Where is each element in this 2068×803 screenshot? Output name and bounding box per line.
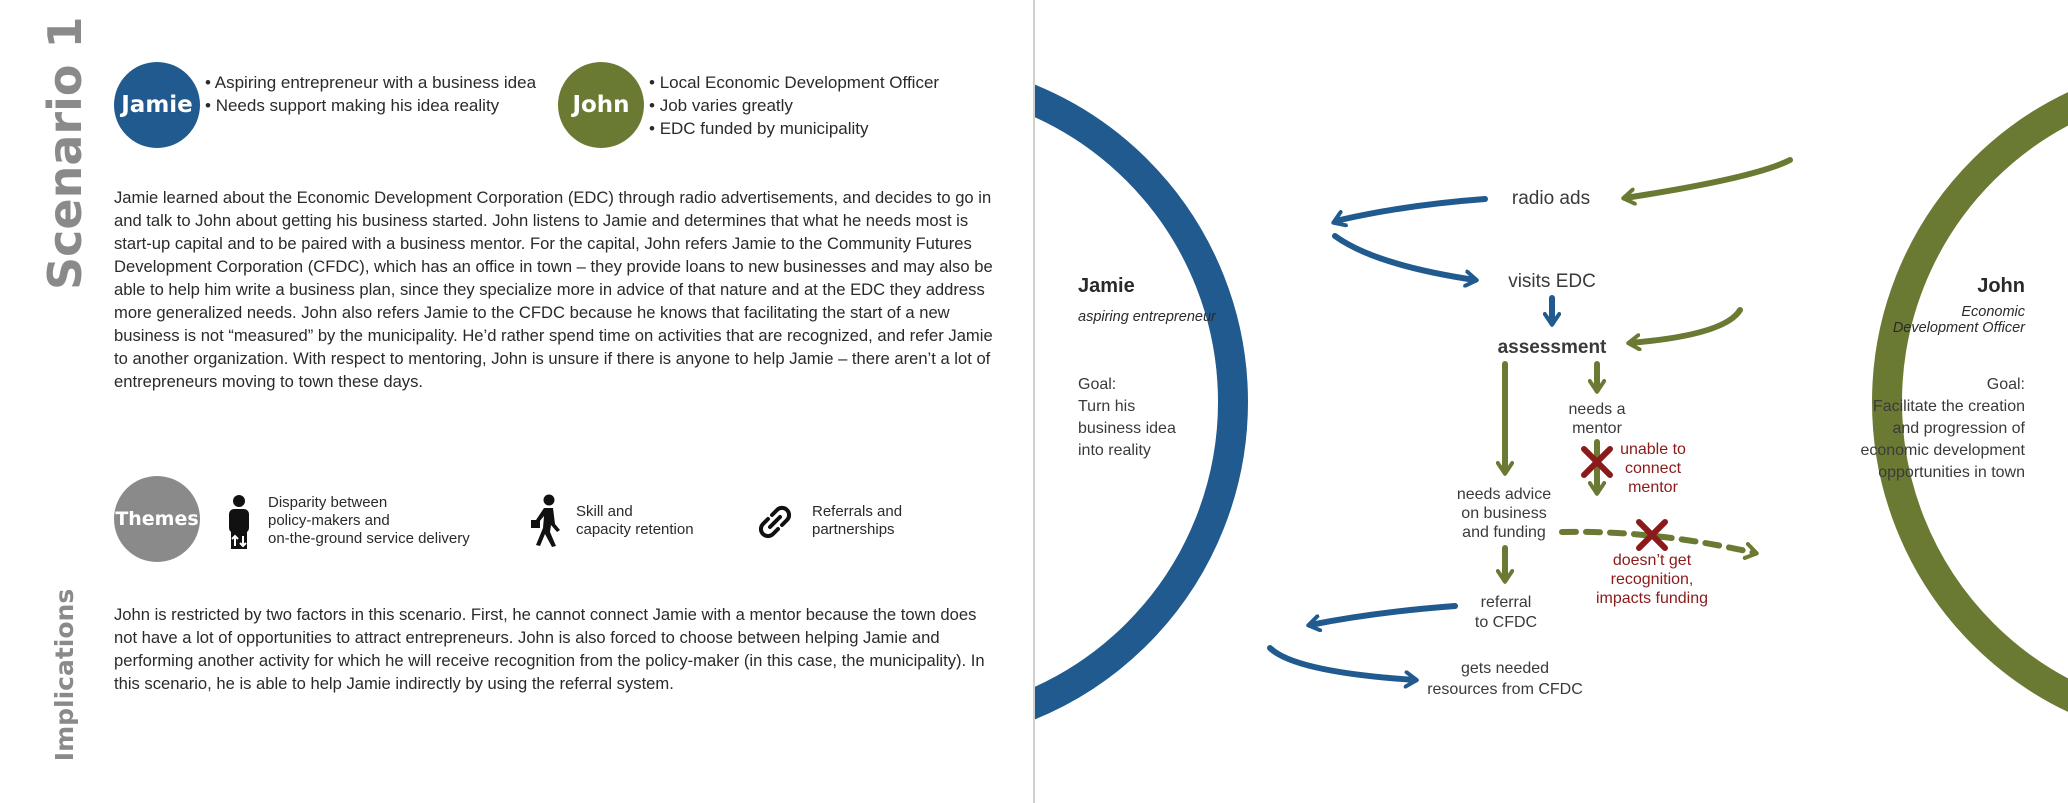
diagram-jamie-goal-line: into reality [1078,442,1151,459]
diagram-jamie-name: Jamie [1078,275,1135,297]
step-assessment: assessment [1498,337,1607,358]
arrow-radio-to-jamie [1335,196,1488,222]
flow-diagram: Jamie aspiring entrepreneur Goal: Turn h… [1035,84,2068,720]
step-needs-advice: and funding [1462,524,1546,541]
diagram-jamie-role: aspiring entrepreneur [1078,309,1217,325]
diagram-john-goal-line: and progression of [1892,420,2025,437]
walking-person-icon [531,494,560,547]
jamie-bullets: Aspiring entrepreneur with a business id… [205,71,536,117]
chain-link-icon [758,505,792,539]
diagram-john-goal-line: Facilitate the creation [1873,398,2025,415]
diagram-jamie-goal-line: Turn his [1078,398,1135,415]
arrow-jamie-to-resources [1267,645,1415,680]
blocked-mentor-x-icon [1581,446,1613,478]
theme-skill-text: Skill and capacity retention [576,503,694,538]
diagram-jamie-goal-line: business idea [1078,420,1176,437]
jamie-bullet: Needs support making his idea reality [205,94,536,117]
step-needs-mentor: mentor [1572,420,1622,437]
implications-title: Implications [50,588,79,762]
step-radio-ads: radio ads [1512,188,1590,209]
step-no-recognition: recognition, [1611,571,1694,588]
step-visits-edc: visits EDC [1508,271,1596,292]
diagram-john-goal-line: economic development [1860,442,2025,459]
step-referral: referral [1481,594,1532,611]
page-divider [1033,0,1035,803]
diagram-john-role-line: Development Officer [1893,320,2026,336]
step-unable-connect: connect [1625,460,1682,477]
blocked-recognition-x-icon [1636,519,1668,551]
story-paragraph: Jamie learned about the Economic Develop… [114,188,993,391]
step-needs-mentor: needs a [1569,401,1626,418]
scenario-title: Scenario 1 [38,16,92,290]
step-no-recognition: impacts funding [1596,590,1708,607]
diagram-john-role-line: Economic [1961,304,2025,320]
arrow-john-to-assessment [1630,307,1743,343]
arrow-jamie-to-edc [1332,233,1475,280]
john-bullets: Local Economic Development Officer Job v… [649,71,939,140]
jamie-avatar: Jamie [114,62,200,148]
john-bullet: EDC funded by municipality [649,117,939,140]
diagram-john-name: John [1977,275,2025,297]
diagram-jamie-goal-label: Goal: [1078,376,1116,393]
step-unable-connect: unable to [1620,441,1686,458]
person-updown-icon [229,495,249,549]
john-bullet: Local Economic Development Officer [649,71,939,94]
theme-disparity-text: Disparity between policy-makers and on-t… [268,494,470,547]
themes-badge: Themes [114,476,200,562]
jamie-circle [1035,84,1248,720]
diagram-john-goal-line: opportunities in town [1878,464,2025,481]
step-unable-connect: mentor [1628,479,1678,496]
jamie-bullet: Aspiring entrepreneur with a business id… [205,71,536,94]
john-bullet: Job varies greatly [649,94,939,117]
arrow-referral-to-jamie [1310,603,1458,625]
step-needs-advice: needs advice [1457,486,1551,503]
arrow-john-to-radio [1625,157,1793,198]
step-resources: gets needed [1461,660,1549,677]
step-referral: to CFDC [1475,614,1537,631]
theme-referrals-text: Referrals and partnerships [812,503,903,538]
step-needs-advice: on business [1461,505,1546,522]
step-resources: resources from CFDC [1427,681,1583,698]
john-avatar: John [558,62,644,148]
john-circle [1872,92,2068,712]
implications-paragraph: John is restricted by two factors in thi… [114,605,985,693]
step-no-recognition: doesn’t get [1613,552,1692,569]
diagram-john-goal-label: Goal: [1987,376,2025,393]
